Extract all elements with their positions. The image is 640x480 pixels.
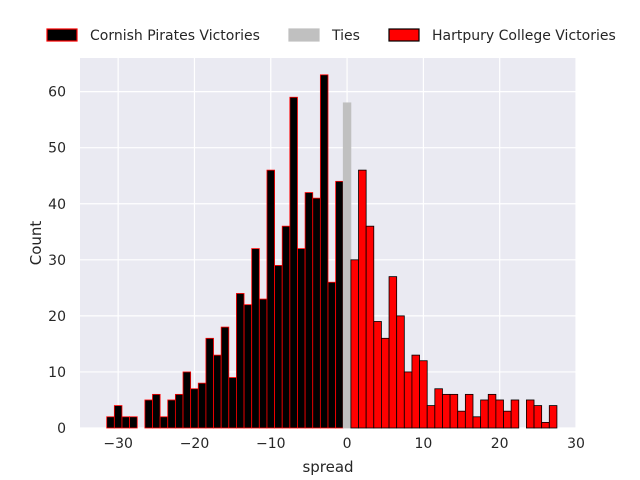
x-tick-label: −10 bbox=[256, 436, 286, 452]
legend-swatch-ties bbox=[288, 28, 320, 42]
legend-swatch-hartpury bbox=[388, 28, 420, 42]
x-tick-label: 0 bbox=[343, 436, 352, 452]
cornish-pirates-bar bbox=[174, 393, 184, 429]
cornish-pirates-bar bbox=[236, 293, 245, 429]
hartpury-bar bbox=[487, 393, 497, 429]
y-tick-label: 50 bbox=[48, 141, 66, 157]
y-tick-label: 0 bbox=[57, 421, 66, 437]
cornish-pirates-bar bbox=[251, 248, 260, 429]
cornish-pirates-bar bbox=[327, 281, 337, 429]
hartpury-bar bbox=[541, 421, 550, 429]
cornish-pirates-bar bbox=[335, 180, 344, 429]
cornish-pirates-bar bbox=[281, 225, 291, 429]
x-tick-label: 10 bbox=[414, 436, 432, 452]
cornish-pirates-bar bbox=[152, 393, 161, 429]
y-tick-label: 40 bbox=[48, 197, 66, 213]
cornish-pirates-bar bbox=[121, 416, 130, 429]
hartpury-bar bbox=[419, 360, 428, 429]
cornish-pirates-bar bbox=[213, 354, 222, 429]
cornish-pirates-bar bbox=[297, 248, 306, 429]
cornish-pirates-bar bbox=[319, 74, 329, 429]
cornish-pirates-bar bbox=[129, 416, 138, 429]
cornish-pirates-bar bbox=[304, 192, 314, 429]
cornish-pirates-bar bbox=[159, 416, 169, 429]
y-tick-label: 10 bbox=[48, 365, 66, 381]
x-axis-label: spread bbox=[302, 458, 353, 476]
y-tick-label: 60 bbox=[48, 85, 66, 101]
cornish-pirates-bar bbox=[113, 405, 123, 429]
y-tick-labels: 0 10 20 30 40 50 60 bbox=[48, 85, 66, 437]
hartpury-bar bbox=[472, 416, 482, 429]
hartpury-bar bbox=[548, 405, 558, 429]
cornish-pirates-bar bbox=[205, 337, 214, 429]
x-tick-label: 30 bbox=[567, 436, 585, 452]
cornish-pirates-bar bbox=[289, 96, 298, 429]
cornish-pirates-bar bbox=[258, 298, 268, 429]
hartpury-bar bbox=[526, 399, 535, 429]
y-tick-label: 30 bbox=[48, 253, 66, 269]
hartpury-bar bbox=[358, 169, 367, 429]
cornish-pirates-bar bbox=[182, 371, 192, 429]
hartpury-bar bbox=[373, 321, 382, 429]
legend-label-cornish-pirates: Cornish Pirates Victories bbox=[90, 28, 260, 44]
hartpury-bar bbox=[503, 410, 512, 429]
cornish-pirates-bar bbox=[228, 377, 237, 429]
cornish-pirates-bar bbox=[144, 399, 153, 429]
legend-label-hartpury: Hartpury College Victories bbox=[432, 28, 616, 44]
hartpury-bar bbox=[533, 405, 543, 429]
hartpury-bar bbox=[403, 371, 413, 429]
cornish-pirates-bar bbox=[274, 265, 283, 429]
cornish-pirates-bar bbox=[190, 388, 199, 429]
hartpury-bar bbox=[426, 405, 436, 429]
legend: Cornish Pirates Victories Ties Hartpury … bbox=[46, 28, 616, 44]
hartpury-bar bbox=[381, 337, 390, 429]
hartpury-bar bbox=[495, 399, 504, 429]
hartpury-bar bbox=[411, 354, 420, 429]
cornish-pirates-bar bbox=[106, 416, 115, 429]
cornish-pirates-bar bbox=[266, 169, 275, 429]
hartpury-bar bbox=[434, 388, 443, 429]
hartpury-bar bbox=[388, 276, 398, 429]
x-tick-label: −30 bbox=[103, 436, 133, 452]
cornish-pirates-bar bbox=[197, 382, 207, 429]
hartpury-bar bbox=[457, 410, 466, 429]
x-tick-label: 20 bbox=[491, 436, 509, 452]
cornish-pirates-bar bbox=[312, 197, 321, 429]
hartpury-bar bbox=[396, 315, 405, 429]
hartpury-bar bbox=[510, 399, 520, 429]
cornish-pirates-bar bbox=[220, 326, 230, 429]
cornish-pirates-bar bbox=[243, 304, 253, 429]
hartpury-bar bbox=[365, 225, 375, 429]
y-tick-label: 20 bbox=[48, 309, 66, 325]
cornish-pirates-bar bbox=[167, 399, 176, 429]
y-axis-label: Count bbox=[27, 221, 45, 266]
hartpury-bar bbox=[442, 393, 451, 429]
legend-swatch-cornish-pirates bbox=[46, 28, 78, 42]
legend-label-ties: Ties bbox=[331, 28, 360, 44]
bars-group bbox=[106, 74, 558, 429]
hartpury-bar bbox=[350, 259, 359, 429]
hartpury-bar bbox=[480, 399, 489, 429]
hartpury-bar bbox=[449, 393, 459, 429]
x-tick-labels: −30 −20 −10 0 10 20 30 bbox=[103, 436, 585, 452]
x-tick-label: −20 bbox=[180, 436, 210, 452]
hartpury-bar bbox=[464, 393, 474, 429]
ties-bar bbox=[342, 102, 352, 429]
